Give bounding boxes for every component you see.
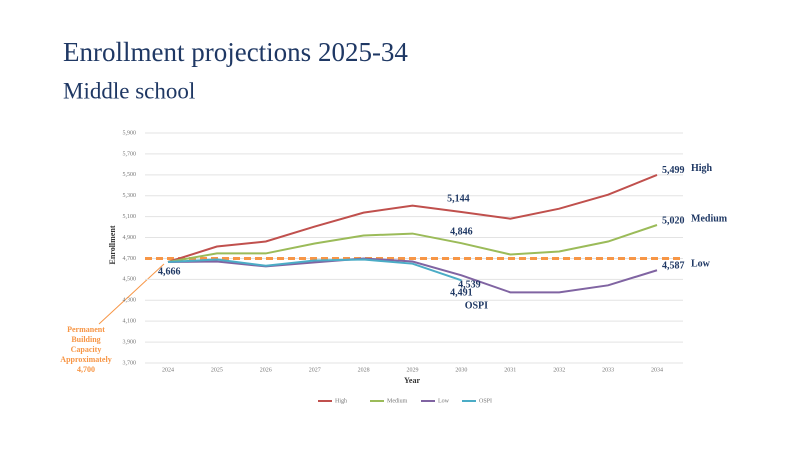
y-tick-label: 5,700 <box>123 151 137 157</box>
annotation-arrow <box>98 263 165 325</box>
x-tick-label: 2031 <box>504 367 516 373</box>
series-end-label: Low <box>691 259 711 270</box>
y-tick-label: 4,300 <box>123 298 137 304</box>
data-label: 4,587 <box>662 261 685 272</box>
x-tick-label: 2024 <box>162 367 174 373</box>
series-end-label: High <box>691 163 713 174</box>
data-label: 4,491 <box>450 288 473 299</box>
series-end-label: OSPI <box>465 301 488 312</box>
x-tick-label: 2033 <box>602 367 614 373</box>
legend-label: Low <box>438 398 450 404</box>
chart-title: Enrollment projections 2025-34 <box>63 37 408 67</box>
legend-label: High <box>335 398 347 404</box>
y-tick-label: 5,300 <box>123 193 137 199</box>
series-end-label: Medium <box>691 213 728 224</box>
y-tick-label: 5,100 <box>123 214 137 220</box>
data-label: 4,846 <box>450 226 473 237</box>
x-tick-label: 2027 <box>309 367 321 373</box>
x-tick-label: 2029 <box>407 367 419 373</box>
annotation-text: Approximately <box>60 355 111 364</box>
y-tick-label: 5,900 <box>123 130 137 136</box>
x-tick-label: 2028 <box>358 367 370 373</box>
annotation-text: Permanent <box>67 325 105 334</box>
data-label: 5,499 <box>662 165 685 176</box>
annotation-text: Building <box>71 335 100 344</box>
y-tick-label: 3,900 <box>123 339 137 345</box>
chart-subtitle: Middle school <box>63 78 195 103</box>
y-tick-label: 4,900 <box>123 235 137 241</box>
annotation-text: 4,700 <box>77 365 95 374</box>
legend-label: Medium <box>387 398 408 404</box>
y-axis-label: Enrollment <box>108 225 117 264</box>
series-line <box>167 173 658 263</box>
x-axis-label: Year <box>404 376 420 385</box>
series-line <box>167 224 658 263</box>
annotation-text: Capacity <box>71 345 102 354</box>
series-line <box>167 258 462 282</box>
x-tick-label: 2032 <box>553 367 565 373</box>
y-tick-label: 4,100 <box>123 319 137 325</box>
y-tick-label: 4,500 <box>123 277 137 283</box>
y-tick-label: 3,700 <box>123 360 137 366</box>
x-tick-label: 2025 <box>211 367 223 373</box>
data-label: 5,020 <box>662 215 685 226</box>
data-label: 5,144 <box>447 193 470 204</box>
x-tick-label: 2026 <box>260 367 272 373</box>
y-tick-label: 5,500 <box>123 172 137 178</box>
series-line <box>167 257 658 294</box>
y-tick-label: 4,700 <box>123 256 137 262</box>
x-tick-label: 2034 <box>651 367 663 373</box>
legend-label: OSPI <box>479 398 492 404</box>
data-label: 4,539 <box>458 280 481 291</box>
data-label: 4,666 <box>158 266 181 277</box>
x-tick-label: 2030 <box>455 367 467 373</box>
